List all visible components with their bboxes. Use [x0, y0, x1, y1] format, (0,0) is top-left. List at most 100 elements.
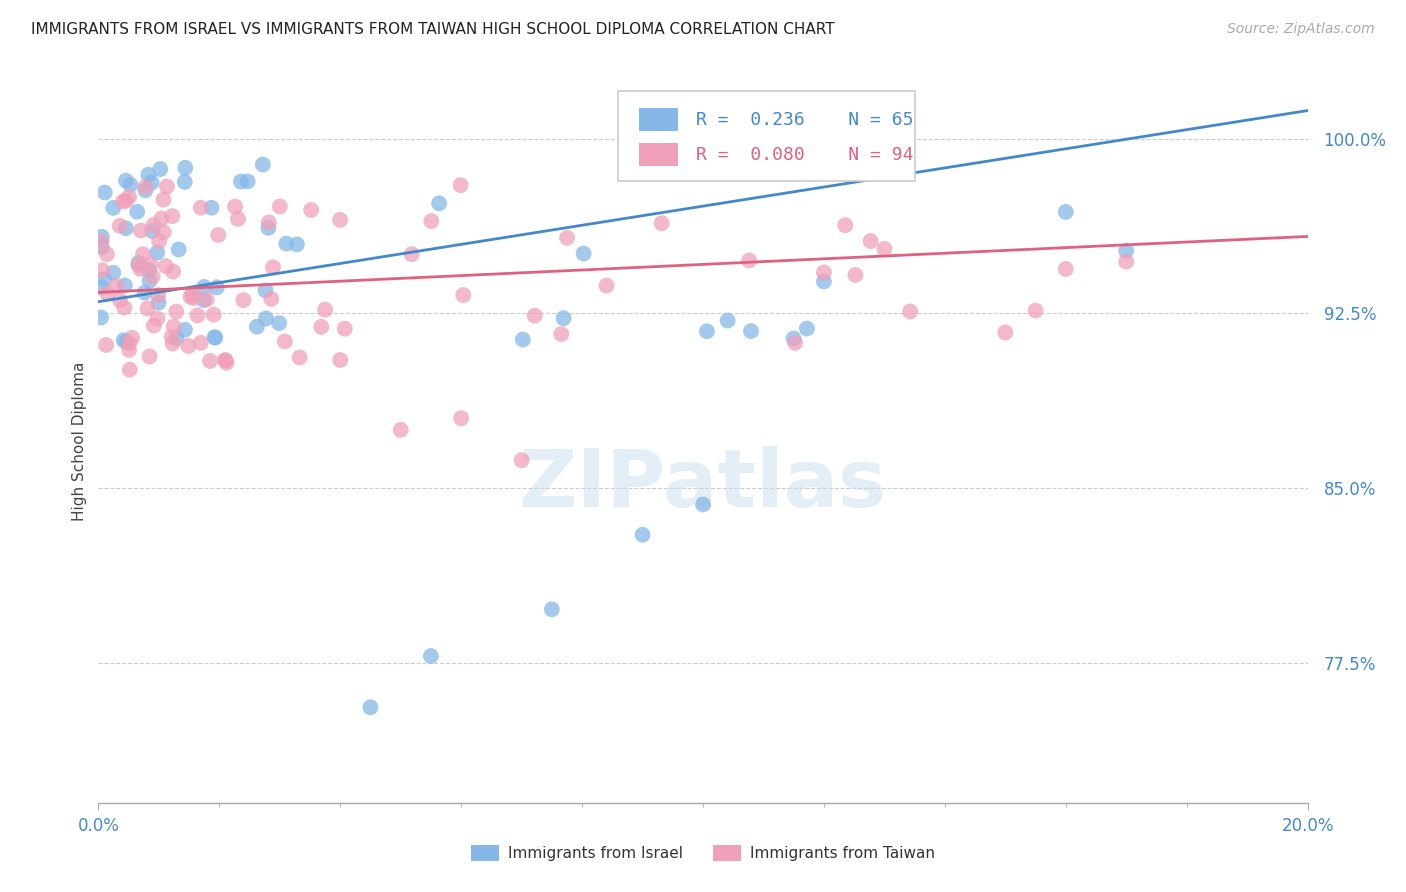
- Point: [152, 225, 174, 239]
- Point: [141, 224, 163, 238]
- Point: [262, 260, 284, 275]
- Point: [236, 174, 259, 188]
- Text: Source: ZipAtlas.com: Source: ZipAtlas.com: [1227, 22, 1375, 37]
- Text: R =  0.080    N = 94: R = 0.080 N = 94: [696, 145, 914, 163]
- Point: [160, 329, 183, 343]
- Text: IMMIGRANTS FROM ISRAEL VS IMMIGRANTS FROM TAIWAN HIGH SCHOOL DIPLOMA CORRELATION: IMMIGRANTS FROM ISRAEL VS IMMIGRANTS FRO…: [31, 22, 835, 37]
- Point: [453, 288, 475, 302]
- Point: [103, 266, 125, 280]
- Point: [103, 201, 125, 215]
- Point: [740, 324, 762, 338]
- Point: [285, 237, 308, 252]
- Point: [226, 211, 249, 226]
- Point: [1054, 262, 1077, 277]
- Point: [118, 362, 141, 376]
- Point: [114, 278, 136, 293]
- Point: [112, 301, 135, 315]
- Point: [260, 292, 283, 306]
- Point: [93, 272, 115, 286]
- Point: [572, 246, 595, 260]
- Point: [93, 186, 115, 200]
- Point: [90, 310, 112, 325]
- Point: [427, 196, 450, 211]
- Point: [859, 234, 882, 248]
- Y-axis label: High School Diploma: High School Diploma: [72, 362, 87, 521]
- FancyBboxPatch shape: [619, 91, 915, 181]
- Point: [314, 302, 336, 317]
- Point: [1024, 303, 1046, 318]
- Point: [90, 240, 112, 254]
- Point: [555, 231, 578, 245]
- FancyBboxPatch shape: [638, 143, 678, 166]
- Point: [148, 234, 170, 248]
- Point: [138, 262, 160, 277]
- Point: [401, 247, 423, 261]
- Point: [269, 316, 291, 330]
- Point: [200, 201, 222, 215]
- Point: [138, 274, 160, 288]
- Point: [112, 333, 135, 347]
- Point: [163, 319, 186, 334]
- Point: [214, 353, 236, 368]
- Point: [257, 215, 280, 229]
- Point: [813, 275, 835, 289]
- Point: [129, 223, 152, 237]
- Point: [254, 311, 277, 326]
- Point: [360, 700, 382, 714]
- Point: [174, 323, 197, 337]
- Point: [108, 293, 131, 308]
- Point: [550, 326, 572, 341]
- Point: [150, 211, 173, 226]
- Point: [782, 331, 804, 345]
- Point: [149, 162, 172, 177]
- Point: [142, 269, 165, 284]
- Point: [215, 356, 238, 370]
- Point: [105, 278, 128, 293]
- Point: [834, 218, 856, 232]
- Point: [162, 336, 184, 351]
- Point: [112, 194, 135, 209]
- Point: [115, 194, 138, 208]
- Point: [631, 528, 654, 542]
- Point: [146, 245, 169, 260]
- Point: [540, 602, 562, 616]
- Point: [121, 331, 143, 345]
- Point: [1054, 205, 1077, 219]
- Point: [190, 335, 212, 350]
- Point: [202, 308, 225, 322]
- Point: [553, 311, 575, 326]
- Point: [155, 259, 177, 273]
- Text: R =  0.236    N = 65: R = 0.236 N = 65: [696, 111, 914, 128]
- Point: [269, 199, 291, 213]
- Point: [898, 304, 921, 318]
- Point: [204, 330, 226, 344]
- Point: [142, 318, 165, 333]
- Point: [214, 353, 236, 368]
- Point: [129, 261, 152, 276]
- Point: [229, 175, 252, 189]
- Point: [207, 227, 229, 242]
- Point: [195, 293, 218, 307]
- FancyBboxPatch shape: [638, 108, 678, 131]
- Point: [796, 321, 818, 335]
- Point: [329, 212, 352, 227]
- Point: [329, 353, 352, 368]
- Point: [254, 284, 277, 298]
- Point: [148, 288, 170, 302]
- Text: ZIPatlas: ZIPatlas: [519, 446, 887, 524]
- Point: [813, 265, 835, 279]
- Point: [450, 178, 472, 193]
- Point: [696, 324, 718, 338]
- Point: [167, 243, 190, 257]
- Point: [274, 334, 297, 349]
- Point: [651, 216, 673, 230]
- Point: [134, 183, 156, 197]
- Point: [165, 304, 187, 318]
- Point: [692, 498, 714, 512]
- Point: [177, 339, 200, 353]
- Point: [115, 221, 138, 235]
- Point: [252, 158, 274, 172]
- Point: [156, 179, 179, 194]
- Point: [118, 343, 141, 357]
- Point: [136, 168, 159, 182]
